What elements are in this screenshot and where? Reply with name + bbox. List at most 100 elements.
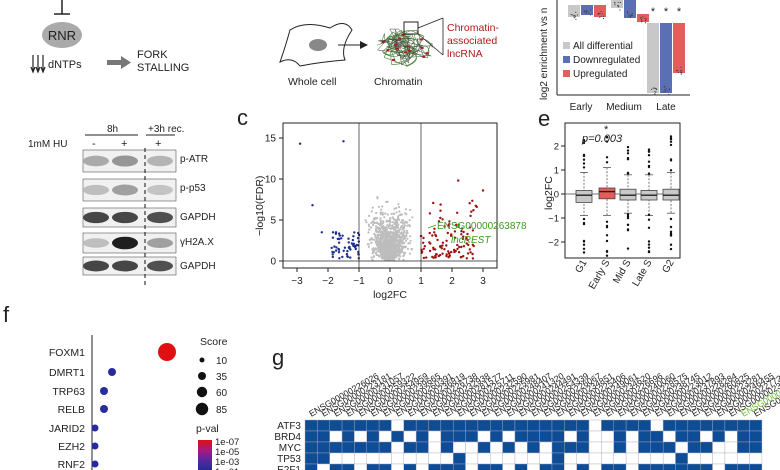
e-outlier xyxy=(647,148,651,151)
volcano-point xyxy=(398,254,401,257)
time-rec: +3h rec. xyxy=(148,124,184,135)
lncrna-mark xyxy=(386,48,390,51)
e-outlier xyxy=(669,225,673,229)
g-cell xyxy=(650,430,664,443)
volcano-point-up xyxy=(422,236,425,240)
d-bar-point xyxy=(619,1,622,4)
g-cell xyxy=(391,441,405,454)
whole-cell-label: Whole cell xyxy=(288,76,336,88)
volcano-point xyxy=(393,218,396,221)
volcano-point xyxy=(384,256,387,259)
g-cell xyxy=(453,452,466,465)
g-cell xyxy=(366,463,380,470)
volcano-point-down xyxy=(342,249,345,252)
g-cell xyxy=(304,441,318,454)
volcano-point xyxy=(375,211,378,215)
c-xtick-label: 1 xyxy=(418,276,424,287)
c-annot-gene: ENSG00000263878 xyxy=(437,221,527,232)
volcano-point xyxy=(379,242,382,245)
volcano-point xyxy=(379,213,383,216)
e-plot-frame xyxy=(564,122,681,259)
e-outlier xyxy=(669,143,673,147)
g-cell xyxy=(415,441,429,454)
e-outlier xyxy=(626,145,630,149)
volcano-point xyxy=(399,221,402,224)
volcano-point xyxy=(376,240,379,243)
volcano-point-up xyxy=(434,233,437,236)
d-cat-late: Late xyxy=(656,102,676,113)
volcano-point xyxy=(409,239,412,242)
g-cell xyxy=(465,430,479,443)
d-star-2: * xyxy=(664,6,669,18)
volcano-point xyxy=(364,219,367,222)
volcano-point xyxy=(383,232,386,235)
g-cell xyxy=(700,452,713,465)
e-outlier xyxy=(626,152,630,155)
f-pval-title: p-val xyxy=(196,423,219,435)
d-bar-point xyxy=(680,73,682,75)
g-cell xyxy=(638,419,652,432)
volcano-point xyxy=(381,238,384,241)
g-cell xyxy=(700,441,713,454)
d-bar-point xyxy=(655,88,658,91)
g-cell xyxy=(453,441,466,454)
e-outlier xyxy=(647,226,651,229)
g-cell xyxy=(477,419,491,432)
volcano-point-down xyxy=(351,238,355,242)
volcano-point xyxy=(380,226,383,229)
g-cell xyxy=(403,419,417,432)
volcano-point xyxy=(379,219,382,222)
volcano-point-up xyxy=(428,241,431,244)
e-outlier xyxy=(605,161,609,164)
g-cell xyxy=(440,452,454,465)
e-outlier xyxy=(582,221,586,225)
g-cell xyxy=(737,430,750,443)
d-bar-point xyxy=(644,22,647,24)
volcano-point xyxy=(391,232,394,235)
volcano-point xyxy=(406,224,409,227)
volcano-point xyxy=(410,247,413,251)
d-bar-point xyxy=(575,11,577,13)
volcano-point xyxy=(390,212,393,215)
blot-band xyxy=(83,184,109,196)
volcano-point-up xyxy=(431,234,434,237)
e-category-label: G1 xyxy=(573,258,589,275)
e-category-label: Late S xyxy=(631,258,655,289)
panel-f: f FOXM1 DMRT1 TRP63 RELB JARID2 EZH2 RNF2 Scor… xyxy=(3,302,239,470)
g-cell xyxy=(650,441,664,454)
chromatin-label: Chromatin xyxy=(374,76,423,88)
e-outlier xyxy=(605,135,609,139)
g-cell xyxy=(415,452,429,465)
g-cell xyxy=(601,430,614,443)
volcano-point xyxy=(370,221,373,224)
lncrna-label-2: associated xyxy=(447,35,497,47)
volcano-point xyxy=(411,216,414,219)
volcano-point-down xyxy=(335,246,338,249)
volcano-point xyxy=(377,222,380,226)
volcano-point-up xyxy=(439,216,442,220)
e-outlier xyxy=(669,169,673,172)
volcano-point xyxy=(390,245,393,248)
f-pval-colorbar xyxy=(198,440,212,470)
volcano-point-up xyxy=(422,241,425,244)
g-cell xyxy=(428,441,442,454)
volcano-point-up xyxy=(466,232,469,236)
volcano-point-up xyxy=(447,250,450,253)
time-8h: 8h xyxy=(107,124,118,135)
d-bar-point xyxy=(651,88,653,90)
g-cell xyxy=(527,419,540,432)
d-bar-point xyxy=(600,10,602,13)
volcano-point-down xyxy=(352,244,355,248)
volcano-point xyxy=(475,205,478,209)
volcano-point xyxy=(404,245,407,248)
e-outlier xyxy=(669,137,673,140)
f-dot xyxy=(158,343,176,361)
g-cell xyxy=(317,441,330,454)
down-arrows-icon xyxy=(30,55,46,74)
c-annot-lncrest: lncREST xyxy=(451,235,491,246)
volcano-point xyxy=(386,224,389,227)
volcano-point xyxy=(409,235,412,238)
f-gene-label: JARID2 xyxy=(49,423,85,435)
f-dot xyxy=(100,405,108,413)
d-bar-point xyxy=(617,1,619,3)
